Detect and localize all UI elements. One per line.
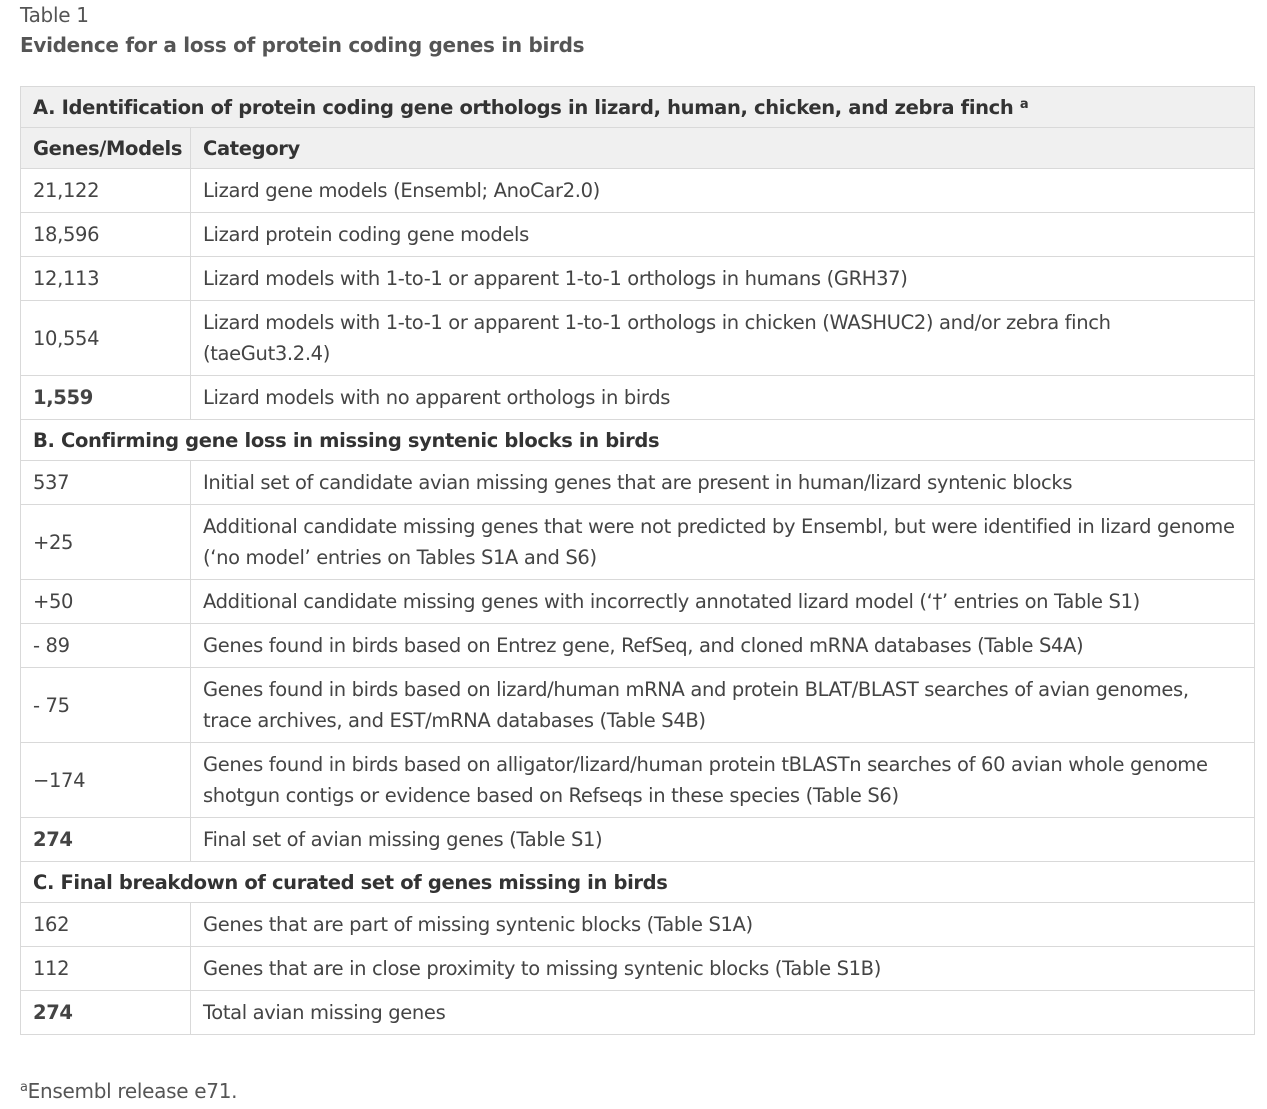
- table-row: 10,554 Lizard models with 1-to-1 or appa…: [20, 300, 1256, 376]
- table-row: 162 Genes that are part of missing synte…: [20, 902, 1256, 947]
- row-category: Lizard models with 1-to-1 or apparent 1-…: [189, 300, 1256, 376]
- row-value: 1,559: [20, 375, 191, 420]
- table-row: 537 Initial set of candidate avian missi…: [20, 460, 1256, 505]
- row-category: Genes found in birds based on alligator/…: [189, 742, 1256, 818]
- column-header-genes-models: Genes/Models: [20, 127, 191, 169]
- row-category: Initial set of candidate avian missing g…: [189, 460, 1256, 505]
- row-value: +50: [20, 579, 191, 624]
- row-category: Total avian missing genes: [189, 990, 1256, 1035]
- table-row: +25 Additional candidate missing genes t…: [20, 504, 1256, 580]
- row-value: 12,113: [20, 256, 191, 301]
- table-title: Evidence for a loss of protein coding ge…: [20, 33, 585, 57]
- row-value: 18,596: [20, 212, 191, 257]
- table-row: 112 Genes that are in close proximity to…: [20, 946, 1256, 991]
- table-row: 18,596 Lizard protein coding gene models: [20, 212, 1256, 257]
- table-row: - 89 Genes found in birds based on Entre…: [20, 623, 1256, 668]
- row-value: −174: [20, 742, 191, 818]
- section-a-title: A. Identification of protein coding gene…: [33, 95, 1014, 119]
- section-c-header: C. Final breakdown of curated set of gen…: [19, 861, 1256, 903]
- section-c-title: C. Final breakdown of curated set of gen…: [19, 861, 1256, 903]
- row-category: Genes that are in close proximity to mis…: [189, 946, 1256, 991]
- row-value: 537: [20, 460, 191, 505]
- column-header-category: Category: [189, 127, 1256, 169]
- row-category: Final set of avian missing genes (Table …: [189, 817, 1256, 862]
- table-row: 1,559 Lizard models with no apparent ort…: [20, 375, 1256, 420]
- row-category: Genes that are part of missing syntenic …: [189, 902, 1256, 947]
- row-category: Lizard models with no apparent orthologs…: [189, 375, 1256, 420]
- section-b-header: B. Confirming gene loss in missing synte…: [19, 419, 1256, 461]
- row-value: - 75: [20, 667, 191, 743]
- row-value: +25: [20, 504, 191, 580]
- row-value: 162: [20, 902, 191, 947]
- table-row: +50 Additional candidate missing genes w…: [20, 579, 1256, 624]
- table-row: 274 Total avian missing genes: [20, 990, 1256, 1035]
- row-category: Additional candidate missing genes that …: [189, 504, 1256, 580]
- table-row: 12,113 Lizard models with 1-to-1 or appa…: [20, 256, 1256, 301]
- row-category: Lizard gene models (Ensembl; AnoCar2.0): [189, 168, 1256, 213]
- table-label: Table 1: [20, 3, 89, 27]
- section-a-header: A. Identification of protein coding gene…: [19, 86, 1256, 128]
- row-value: 274: [20, 990, 191, 1035]
- table-wrapper: Table 1 Evidence for a loss of protein c…: [19, 0, 1256, 1035]
- row-category: Lizard protein coding gene models: [189, 212, 1256, 257]
- table-row: 274 Final set of avian missing genes (Ta…: [20, 817, 1256, 862]
- table-row: −174 Genes found in birds based on allig…: [20, 742, 1256, 818]
- data-table: A. Identification of protein coding gene…: [19, 86, 1256, 1035]
- row-value: 112: [20, 946, 191, 991]
- row-value: 10,554: [20, 300, 191, 376]
- row-value: 21,122: [20, 168, 191, 213]
- table-row: 21,122 Lizard gene models (Ensembl; AnoC…: [20, 168, 1256, 213]
- row-category: Genes found in birds based on lizard/hum…: [189, 667, 1256, 743]
- footnote-mark: a: [20, 1080, 28, 1095]
- row-category: Additional candidate missing genes with …: [189, 579, 1256, 624]
- row-category: Lizard models with 1-to-1 or apparent 1-…: [189, 256, 1256, 301]
- row-value: 274: [20, 817, 191, 862]
- table-footnote: aEnsembl release e71.: [20, 1076, 238, 1106]
- row-value: - 89: [20, 623, 191, 668]
- section-a-footnote-mark[interactable]: a: [1019, 96, 1029, 112]
- section-b-title: B. Confirming gene loss in missing synte…: [19, 419, 1256, 461]
- row-category: Genes found in birds based on Entrez gen…: [189, 623, 1256, 668]
- footnote-text: Ensembl release e71.: [27, 1079, 238, 1103]
- table-row: - 75 Genes found in birds based on lizar…: [20, 667, 1256, 743]
- column-header-row: Genes/Models Category: [20, 127, 1256, 169]
